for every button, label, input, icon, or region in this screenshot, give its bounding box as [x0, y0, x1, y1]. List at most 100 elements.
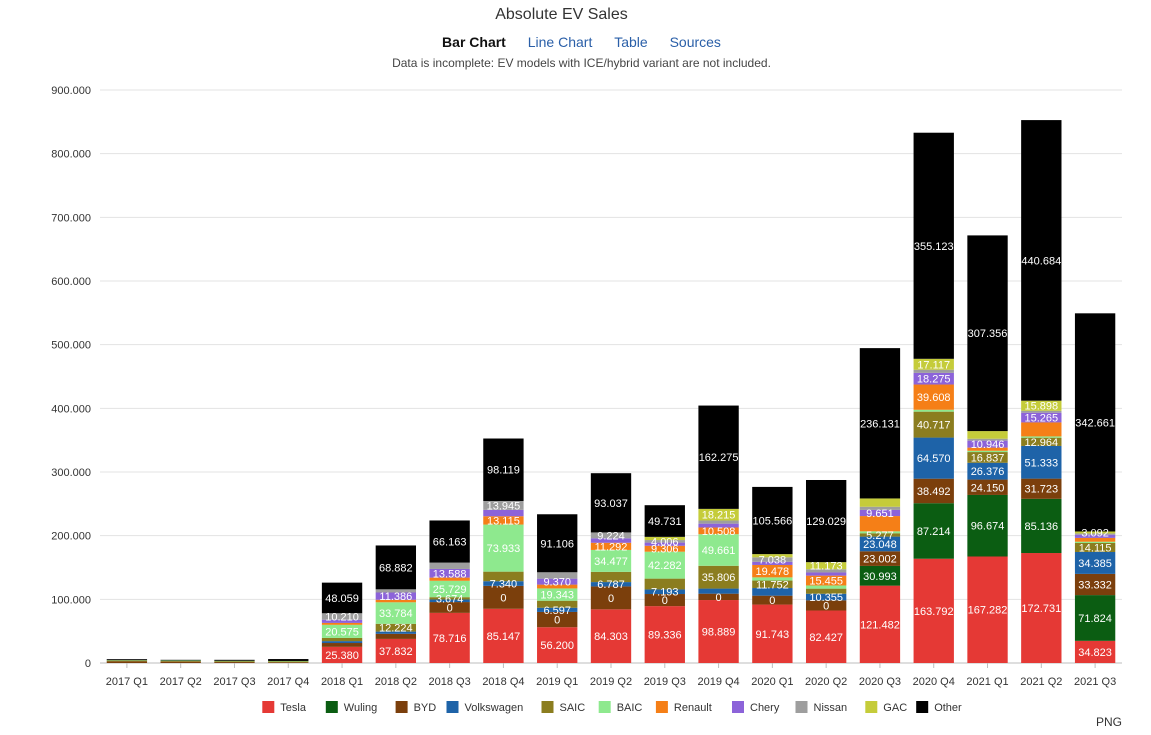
- data-label: 0: [769, 595, 775, 607]
- data-label: 96.674: [971, 521, 1005, 533]
- data-label: 23.048: [863, 539, 897, 551]
- bar-segment-byd: [859, 551, 901, 566]
- bar-segment-baic: [106, 660, 148, 661]
- data-label: 167.282: [968, 605, 1008, 617]
- data-label: 11.292: [595, 541, 628, 553]
- bar-segment-nissan: [321, 613, 363, 620]
- bar-segment-nissan: [859, 506, 901, 510]
- bar-segment-saic: [429, 597, 470, 600]
- bar-segment-saic: [483, 571, 524, 582]
- bar-segment-byd: [1074, 573, 1116, 596]
- bar-segment-chery: [805, 572, 847, 576]
- tab-line-chart[interactable]: Line Chart: [527, 34, 593, 50]
- bar-segment-byd: [214, 662, 255, 663]
- bar-segment-tesla: [644, 606, 685, 663]
- y-tick-label: 100.000: [51, 594, 91, 606]
- legend-label: Wuling: [344, 702, 377, 714]
- x-tick-label: 2021 Q2: [1020, 676, 1062, 688]
- data-label: 98.119: [487, 465, 520, 477]
- bar-segment-saic: [106, 660, 148, 662]
- bar-segment-other: [375, 545, 417, 590]
- bar-segment-other: [698, 405, 739, 509]
- data-label: 40.717: [917, 420, 951, 432]
- bar-segment-chery: [1074, 534, 1116, 538]
- bar-segment-tesla: [483, 608, 524, 663]
- data-label: 89.336: [648, 630, 682, 642]
- data-label: 9.370: [543, 577, 571, 589]
- data-label: 78.716: [433, 633, 467, 645]
- data-label: 15.898: [1024, 401, 1058, 413]
- x-tick-label: 2018 Q2: [375, 676, 417, 688]
- bar-segment-nissan: [429, 562, 470, 569]
- bar-segment-byd: [752, 595, 793, 605]
- bar-segment-other: [106, 659, 148, 661]
- bar-segment-volkswagen: [967, 462, 1008, 480]
- view-tabs: Bar Chart Line Chart Table Sources: [0, 34, 1151, 50]
- bar-segment-tesla: [913, 558, 954, 663]
- tab-sources[interactable]: Sources: [669, 34, 721, 50]
- legend-swatch-baic: [598, 701, 611, 713]
- y-tick-label: 200.000: [51, 531, 91, 543]
- bar-segment-chery: [321, 619, 363, 623]
- png-export-link[interactable]: PNG: [1095, 715, 1122, 729]
- bar-segment-gac: [698, 508, 739, 521]
- data-label: 10.946: [971, 439, 1005, 451]
- bar-segment-baic: [160, 660, 201, 661]
- bar-segment-byd: [967, 479, 1008, 495]
- bar-segment-renault: [805, 575, 847, 586]
- bar-segment-volkswagen: [321, 641, 363, 644]
- data-label: 56.200: [540, 640, 574, 652]
- bar-segment-renault: [1074, 537, 1116, 542]
- legend-label: BYD: [414, 702, 437, 714]
- data-label: 172.731: [1021, 603, 1061, 615]
- bar-segment-volkswagen: [590, 582, 632, 587]
- bar-segment-chery: [967, 440, 1008, 448]
- data-label: 14.115: [1079, 542, 1112, 554]
- bar-segment-tesla: [375, 638, 417, 663]
- bar-segment-baic: [859, 531, 901, 534]
- bar-segment-renault: [590, 542, 632, 550]
- data-label: 20.575: [325, 626, 359, 638]
- data-label: 48.059: [325, 593, 359, 605]
- bar-segment-wuling: [859, 565, 901, 586]
- bar-segment-byd: [429, 602, 470, 613]
- legend-label: Other: [934, 702, 962, 714]
- data-label: 33.332: [1078, 579, 1112, 591]
- data-label: 66.163: [433, 537, 467, 549]
- chart-subtitle: Data is incomplete: EV models with ICE/h…: [392, 56, 771, 70]
- bar-segment-tesla: [698, 600, 739, 663]
- bar-segment-saic: [268, 661, 309, 663]
- data-label: 7.340: [490, 579, 518, 591]
- bar-segment-tesla: [429, 612, 470, 663]
- y-tick-label: 300.000: [51, 467, 91, 479]
- bar-segment-chery: [752, 561, 793, 565]
- bar-segment-chery: [590, 538, 632, 543]
- bar-segment-saic: [859, 533, 901, 537]
- data-label: 71.824: [1078, 613, 1112, 625]
- data-label: 26.376: [971, 466, 1005, 478]
- data-label: 34.823: [1078, 647, 1112, 659]
- data-label: 440.684: [1021, 255, 1061, 267]
- bar-segment-volkswagen: [752, 588, 793, 596]
- bar-segment-saic: [375, 623, 417, 632]
- tab-bar-chart[interactable]: Bar Chart: [442, 34, 506, 50]
- bar-segment-other: [913, 132, 954, 359]
- bar-segment-gac: [752, 554, 793, 558]
- tab-table[interactable]: Table: [614, 34, 648, 50]
- bar-segment-byd: [321, 643, 363, 647]
- data-label: 18.275: [917, 374, 951, 386]
- bar-segment-saic: [913, 411, 954, 438]
- data-label: 307.356: [968, 328, 1008, 340]
- data-label: 0: [662, 595, 668, 607]
- bar-segment-byd: [913, 478, 954, 504]
- bar-segment-nissan: [967, 438, 1008, 441]
- legend-swatch-gac: [865, 701, 878, 713]
- legend-label: Volkswagen: [465, 702, 524, 714]
- bar-segment-chery: [429, 568, 470, 578]
- bar-segment-volkswagen: [375, 631, 417, 634]
- bar-segment-tesla: [537, 627, 578, 663]
- bar-segment-chery: [913, 372, 954, 385]
- data-label: 23.002: [863, 554, 897, 566]
- data-label: 0: [447, 602, 453, 614]
- y-tick-label: 0: [85, 658, 91, 670]
